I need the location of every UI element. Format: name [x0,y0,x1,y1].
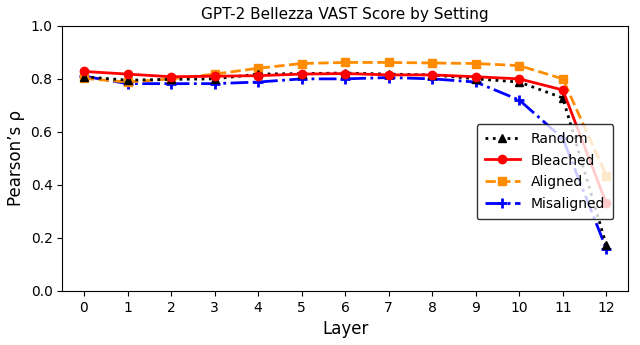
Random [559,96,566,100]
Misaligned [385,76,392,80]
Aligned [124,80,131,84]
Bleached [559,88,566,92]
Random [298,71,305,76]
Misaligned [254,80,262,84]
Line: Misaligned: Misaligned [79,71,611,254]
Bleached [602,201,610,205]
Random [472,77,479,81]
Line: Aligned: Aligned [80,58,611,180]
Misaligned [167,81,175,86]
Bleached [124,72,131,76]
Aligned [515,63,523,68]
Misaligned [341,77,349,81]
Aligned [385,60,392,65]
Bleached [472,75,479,79]
Random [428,73,436,77]
Bleached [167,75,175,79]
Bleached [385,73,392,77]
Aligned [167,77,175,81]
Misaligned [515,98,523,102]
Misaligned [602,247,610,251]
Bleached [80,69,88,73]
Random [80,75,88,79]
Random [515,80,523,84]
Random [341,71,349,75]
Bleached [428,73,436,77]
Random [124,78,131,82]
Random [602,243,610,247]
Title: GPT-2 Bellezza VAST Score by Setting: GPT-2 Bellezza VAST Score by Setting [202,7,489,22]
Misaligned [211,81,218,86]
Bleached [211,74,218,78]
Aligned [602,174,610,178]
Aligned [472,61,479,66]
Aligned [341,60,349,65]
Misaligned [298,77,305,81]
Bleached [298,72,305,76]
Random [385,72,392,76]
Legend: Random, Bleached, Aligned, Misaligned: Random, Bleached, Aligned, Misaligned [477,124,614,219]
Random [167,77,175,81]
Misaligned [428,77,436,81]
Misaligned [124,81,131,86]
Misaligned [472,80,479,84]
Random [254,72,262,76]
Aligned [428,61,436,65]
Y-axis label: Pearson’s ρ: Pearson’s ρ [7,110,25,206]
Aligned [80,76,88,80]
Aligned [254,66,262,70]
X-axis label: Layer: Layer [322,320,369,338]
Line: Random: Random [80,69,610,249]
Misaligned [559,136,566,140]
Random [211,77,218,81]
Aligned [211,72,218,76]
Aligned [298,61,305,66]
Misaligned [80,74,88,78]
Aligned [559,77,566,81]
Line: Bleached: Bleached [80,67,611,208]
Bleached [254,73,262,78]
Bleached [515,77,523,81]
Bleached [341,71,349,76]
